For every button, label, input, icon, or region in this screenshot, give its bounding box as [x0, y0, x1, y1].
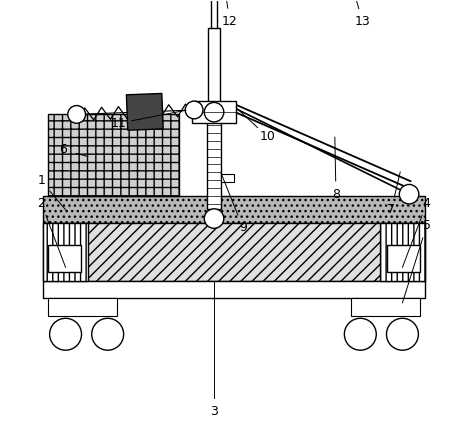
Bar	[44, 196, 424, 223]
Circle shape	[344, 318, 376, 350]
Text: 9: 9	[239, 221, 247, 234]
Circle shape	[50, 318, 81, 350]
Text: 11: 11	[111, 117, 127, 130]
Bar	[380, 223, 424, 281]
Circle shape	[205, 103, 224, 122]
Text: 1: 1	[37, 174, 45, 187]
Bar	[221, 174, 234, 182]
Text: 6: 6	[59, 143, 67, 157]
Text: 2: 2	[37, 197, 45, 210]
Bar	[44, 223, 88, 281]
Text: 13: 13	[355, 15, 370, 28]
Circle shape	[387, 318, 418, 350]
Polygon shape	[126, 94, 163, 130]
Bar	[44, 223, 424, 281]
Bar	[48, 115, 179, 196]
Circle shape	[205, 209, 224, 228]
Text: 3: 3	[210, 405, 218, 418]
Text: 7: 7	[388, 203, 395, 216]
Circle shape	[68, 106, 86, 123]
Bar	[44, 281, 424, 298]
Circle shape	[399, 185, 419, 204]
Circle shape	[185, 101, 203, 119]
Bar	[207, 112, 221, 209]
Bar	[351, 298, 420, 316]
Bar	[192, 101, 236, 123]
Bar	[208, 28, 220, 112]
Circle shape	[92, 318, 124, 350]
Text: 8: 8	[332, 188, 340, 201]
Text: 10: 10	[259, 130, 275, 143]
Text: 4: 4	[423, 197, 431, 210]
Bar	[48, 245, 81, 272]
Bar	[387, 245, 420, 272]
Text: 5: 5	[423, 219, 431, 232]
Bar	[48, 298, 117, 316]
Text: 12: 12	[222, 15, 237, 28]
